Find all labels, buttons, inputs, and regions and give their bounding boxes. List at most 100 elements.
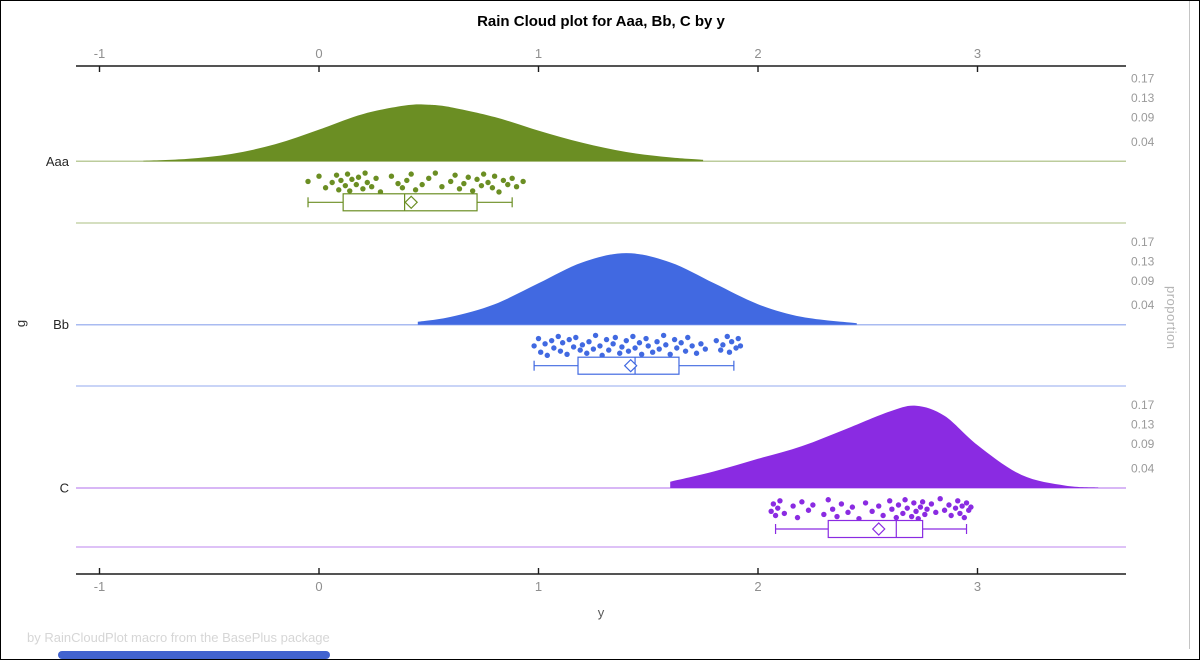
rain-point-c [834, 513, 840, 520]
rain-point-c [869, 508, 875, 514]
density-curve-aaa [143, 104, 704, 162]
rain-point-c [904, 505, 910, 511]
rain-point-aaa [355, 174, 362, 180]
rain-point-bb [728, 339, 735, 345]
rain-point-bb [649, 349, 656, 355]
rain-point-aaa [329, 179, 335, 186]
rain-point-c [948, 512, 954, 519]
rain-point-c [928, 501, 935, 507]
rain-point-c [821, 511, 827, 518]
rain-point-bb [617, 350, 623, 356]
rain-point-bb [674, 345, 680, 351]
rain-point-bb [702, 346, 709, 352]
x-tick-label-bottom: 2 [754, 579, 761, 594]
rain-point-c [849, 504, 856, 510]
rain-point-bb [623, 337, 629, 344]
rain-point-aaa [349, 176, 355, 183]
rain-point-bb [726, 349, 733, 355]
rain-point-aaa [419, 181, 425, 188]
rain-point-c [963, 500, 970, 506]
rain-point-aaa [364, 179, 370, 186]
rain-point-c [768, 508, 774, 514]
rain-point-c [913, 508, 919, 514]
x-tick-label-top: 0 [315, 46, 322, 61]
proportion-tick-label-aaa: 0.17 [1131, 72, 1155, 86]
rain-point-bb [555, 333, 561, 340]
rain-point-bb [559, 340, 566, 346]
rain-point-c [794, 514, 801, 521]
rain-point-bb [573, 334, 579, 341]
rain-point-aaa [439, 184, 445, 190]
rain-point-bb [612, 334, 619, 341]
rain-point-c [922, 511, 928, 518]
rain-point-c [959, 503, 965, 509]
rain-point-c [961, 514, 968, 521]
proportion-tick-label-c: 0.17 [1131, 398, 1155, 412]
x-tick-label-bottom: -1 [94, 579, 106, 594]
rain-point-aaa [489, 185, 496, 191]
proportion-tick-label-bb: 0.09 [1131, 274, 1155, 288]
rain-point-bb [551, 345, 557, 351]
rain-point-c [917, 504, 924, 510]
rain-point-aaa [353, 181, 360, 188]
rain-point-c [902, 497, 908, 503]
mean-diamond-bb [623, 358, 638, 373]
rain-point-c [941, 507, 948, 513]
rain-point-aaa [344, 171, 351, 177]
rain-point-aaa [338, 177, 344, 184]
mean-diamond-c [871, 522, 886, 536]
horizontal-scrollbar-thumb[interactable] [58, 651, 330, 659]
rain-point-aaa [500, 177, 507, 184]
rain-point-bb [586, 339, 592, 345]
category-label-c: C [60, 481, 69, 496]
rain-point-c [946, 502, 952, 508]
rain-point-aaa [426, 175, 432, 181]
density-curve-c [670, 405, 1099, 488]
rain-point-bb [724, 333, 730, 340]
rain-point-bb [570, 344, 577, 350]
rain-point-c [805, 507, 812, 513]
proportion-tick-label-aaa: 0.04 [1131, 135, 1155, 149]
rain-point-aaa [333, 172, 340, 178]
rain-point-aaa [456, 186, 463, 192]
rain-point-aaa [452, 172, 458, 178]
rain-point-c [933, 509, 939, 516]
density-curve-bb [417, 253, 857, 325]
rain-point-bb [535, 335, 542, 342]
rain-point-bb [667, 351, 673, 357]
rain-point-bb [689, 343, 695, 349]
rain-point-c [838, 501, 845, 507]
rain-point-c [829, 506, 836, 512]
rain-point-c [777, 498, 783, 504]
right-divider-line [1189, 1, 1190, 649]
proportion-tick-label-c: 0.04 [1131, 462, 1155, 476]
rain-point-aaa [520, 178, 526, 185]
x-tick-label-bottom: 0 [315, 579, 322, 594]
rain-point-c [887, 498, 893, 504]
rain-point-bb [656, 346, 662, 352]
x-tick-label-bottom: 1 [535, 579, 542, 594]
rain-point-c [900, 510, 906, 517]
rain-point-bb [630, 333, 636, 340]
rain-point-c [880, 512, 886, 519]
rain-point-c [876, 503, 882, 509]
rain-point-aaa [469, 188, 476, 194]
rain-point-c [957, 510, 963, 517]
rain-point-aaa [388, 173, 395, 179]
rain-point-bb [717, 347, 724, 353]
rain-point-aaa [496, 189, 502, 195]
x-tick-label-top: -1 [94, 46, 106, 61]
rain-point-c [968, 504, 974, 510]
rain-point-aaa [505, 181, 511, 188]
rain-point-aaa [412, 187, 419, 193]
rain-point-c [862, 500, 869, 506]
rain-point-aaa [432, 170, 439, 176]
rain-point-aaa [480, 171, 487, 177]
rain-point-bb [625, 348, 632, 354]
rain-point-bb [579, 342, 586, 348]
y-axis-title-left: g [13, 319, 29, 328]
rain-point-c [781, 510, 788, 517]
rain-point-bb [663, 342, 669, 348]
rain-point-c [893, 514, 899, 521]
